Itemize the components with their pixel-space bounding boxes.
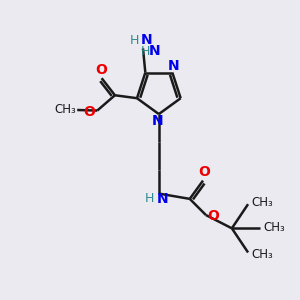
Text: H: H xyxy=(130,34,140,46)
Text: N: N xyxy=(157,192,168,206)
Text: H: H xyxy=(141,45,151,58)
Text: N: N xyxy=(152,114,164,128)
Text: N: N xyxy=(148,44,160,58)
Text: H: H xyxy=(145,192,154,206)
Text: CH₃: CH₃ xyxy=(251,248,273,261)
Text: CH₃: CH₃ xyxy=(251,196,273,209)
Text: O: O xyxy=(83,105,95,119)
Text: O: O xyxy=(198,165,210,179)
Text: CH₃: CH₃ xyxy=(263,220,285,234)
Text: N: N xyxy=(141,33,152,47)
Text: CH₃: CH₃ xyxy=(54,103,76,116)
Text: N: N xyxy=(168,59,179,73)
Text: O: O xyxy=(95,63,107,77)
Text: O: O xyxy=(207,209,219,223)
